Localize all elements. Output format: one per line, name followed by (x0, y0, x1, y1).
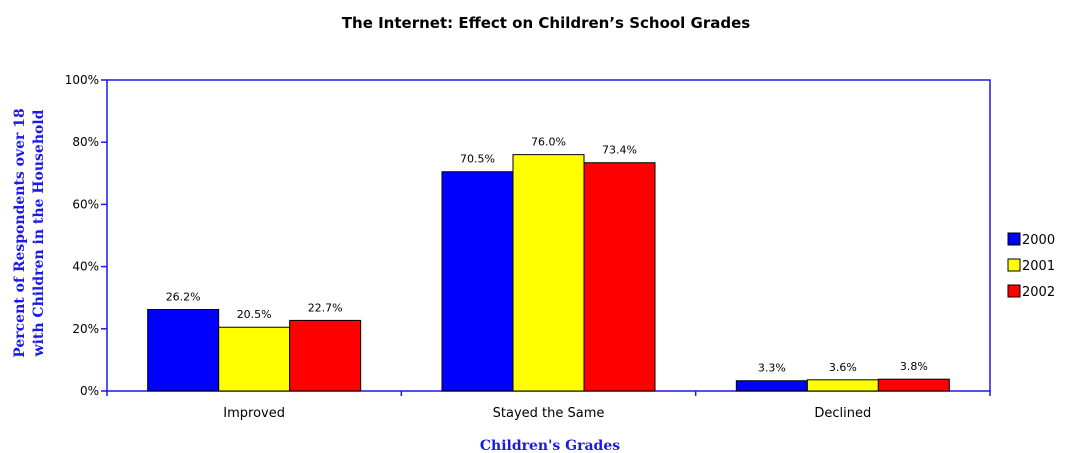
bar-value-label: 70.5% (460, 153, 495, 166)
bar-value-label: 73.4% (602, 144, 637, 157)
bars (147, 154, 950, 392)
y-axis-title: Percent of Respondents over 18 with Chil… (12, 108, 47, 358)
bar (583, 162, 656, 392)
x-category-label: Stayed the Same (493, 406, 605, 421)
y-tick-label: 80% (72, 135, 99, 149)
bar-value-label: 76.0% (531, 136, 566, 149)
legend-label: 2001 (1022, 259, 1055, 274)
bar (218, 326, 291, 392)
bar-value-label: 22.7% (308, 301, 343, 314)
legend-swatch (1007, 284, 1021, 298)
y-axis-ticks: 0% 20% 40% 60% 80% 100% (65, 73, 107, 398)
legend-label: 2000 (1022, 233, 1055, 248)
bar-value-label: 20.5% (237, 308, 272, 321)
x-axis-categories: Improved Stayed the Same Declined (106, 391, 991, 421)
value-labels: 26.2% 20.5% 22.7% 70.5% 76.0% 73.4% 3.3% 3.6% 3.… (166, 136, 928, 375)
bar (806, 379, 879, 392)
bar-value-label: 3.6% (829, 361, 857, 374)
legend-label: 2002 (1022, 285, 1055, 300)
bar (289, 319, 362, 392)
bar (735, 380, 808, 392)
y-tick-label: 0% (80, 384, 99, 398)
legend: 2000 2001 2002 (1007, 232, 1055, 300)
legend-swatch (1007, 258, 1021, 272)
y-axis-title-line-2: with Children in the Household (31, 109, 47, 357)
bar-value-label: 26.2% (166, 291, 201, 304)
y-tick-label: 40% (72, 260, 99, 274)
legend-swatch (1007, 232, 1021, 246)
x-category-label: Improved (223, 406, 285, 421)
y-axis-title-line-1: Percent of Respondents over 18 (12, 108, 28, 358)
bar (147, 309, 220, 392)
bar (512, 154, 585, 392)
bar-value-label: 3.8% (900, 360, 928, 373)
y-tick-label: 60% (72, 197, 99, 211)
bar (441, 171, 514, 392)
bar (877, 378, 950, 392)
x-category-label: Declined (814, 406, 871, 421)
x-axis-title: Children's Grades (480, 438, 620, 453)
bar-value-label: 3.3% (758, 362, 786, 375)
chart-title: The Internet: Effect on Children’s Schoo… (342, 14, 751, 32)
y-tick-label: 100% (65, 73, 99, 87)
y-tick-label: 20% (72, 322, 99, 336)
